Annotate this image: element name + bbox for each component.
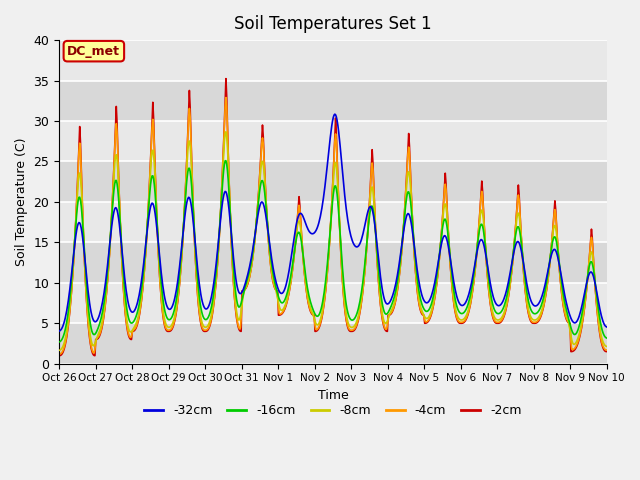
- -2cm: [65, 316, 73, 322]
- Bar: [59, 81, 607, 121]
- -2cm: [122, 312, 129, 317]
- -16cm: [222, 158, 230, 164]
- Line: -16cm: -16cm: [59, 161, 607, 342]
- X-axis label: Time: Time: [317, 389, 348, 402]
- -16cm: [65, 302, 73, 308]
- -32cm: [416, 285, 424, 291]
- Text: DC_met: DC_met: [67, 45, 120, 58]
- -2cm: [416, 306, 424, 312]
- Line: -32cm: -32cm: [59, 114, 607, 331]
- Bar: [59, 202, 607, 242]
- -4cm: [206, 321, 214, 327]
- -8cm: [55, 348, 63, 353]
- -32cm: [400, 225, 408, 231]
- -16cm: [603, 335, 611, 341]
- -2cm: [400, 216, 408, 221]
- -8cm: [416, 302, 424, 308]
- Bar: [59, 121, 607, 161]
- Bar: [59, 283, 607, 323]
- -32cm: [55, 328, 63, 334]
- -16cm: [206, 310, 214, 316]
- -4cm: [603, 347, 611, 353]
- -8cm: [206, 318, 214, 324]
- -32cm: [65, 292, 73, 298]
- Bar: [59, 242, 607, 283]
- -8cm: [400, 216, 408, 222]
- -4cm: [400, 216, 408, 222]
- Bar: [59, 323, 607, 364]
- -4cm: [65, 315, 73, 321]
- Bar: [59, 161, 607, 202]
- -4cm: [222, 95, 230, 100]
- -16cm: [177, 255, 185, 261]
- -32cm: [177, 251, 185, 256]
- -8cm: [177, 261, 185, 267]
- -8cm: [122, 305, 129, 311]
- -8cm: [603, 344, 611, 349]
- -16cm: [400, 217, 408, 223]
- -16cm: [416, 294, 424, 300]
- -2cm: [222, 76, 230, 82]
- Title: Soil Temperatures Set 1: Soil Temperatures Set 1: [234, 15, 432, 33]
- -4cm: [122, 310, 129, 316]
- -2cm: [177, 264, 185, 269]
- -8cm: [65, 311, 73, 317]
- -16cm: [122, 294, 129, 300]
- -32cm: [603, 324, 611, 330]
- Line: -4cm: -4cm: [59, 97, 607, 354]
- Bar: [59, 40, 607, 81]
- -16cm: [55, 339, 63, 345]
- Line: -2cm: -2cm: [59, 79, 607, 356]
- -8cm: [222, 129, 230, 135]
- -2cm: [206, 323, 214, 328]
- -32cm: [122, 282, 129, 288]
- Legend: -32cm, -16cm, -8cm, -4cm, -2cm: -32cm, -16cm, -8cm, -4cm, -2cm: [140, 399, 527, 422]
- Line: -8cm: -8cm: [59, 132, 607, 350]
- Y-axis label: Soil Temperature (C): Soil Temperature (C): [15, 138, 28, 266]
- -4cm: [55, 351, 63, 357]
- -2cm: [55, 353, 63, 359]
- -32cm: [206, 300, 214, 306]
- -32cm: [331, 111, 339, 117]
- -2cm: [603, 348, 611, 354]
- -4cm: [416, 305, 424, 311]
- -4cm: [177, 263, 185, 269]
